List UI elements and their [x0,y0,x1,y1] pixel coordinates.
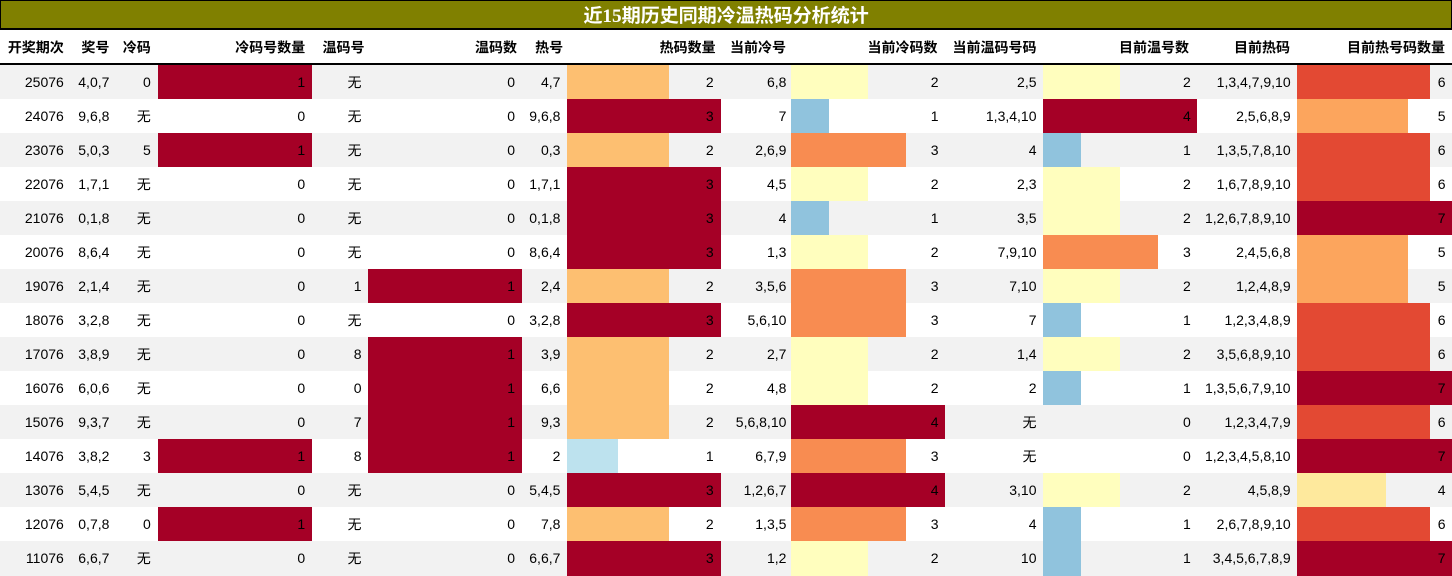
svg-text:15: 15 [602,6,621,27]
